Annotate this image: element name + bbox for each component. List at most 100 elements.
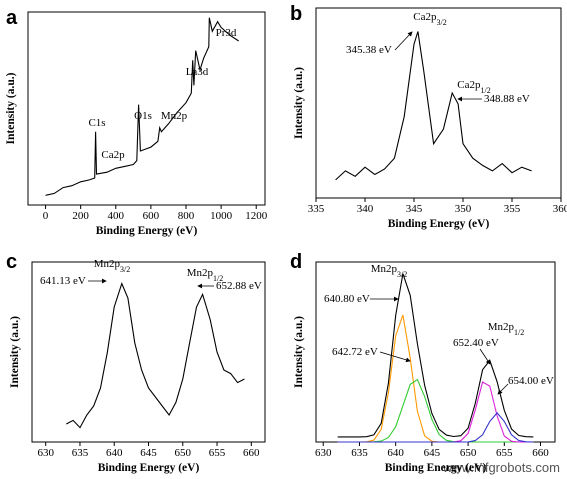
spectrum-line xyxy=(66,282,245,429)
annotation-text: 642.72 eV xyxy=(332,346,378,358)
annotation: Ca2p1/2 xyxy=(457,79,490,95)
x-tick-label: 335 xyxy=(308,203,325,215)
annotation-text: O1s xyxy=(134,110,152,122)
annotation-text: 652.40 eV xyxy=(453,337,499,349)
x-tick-label: 640 xyxy=(387,447,404,459)
y-axis-label: Intensity (a.u.) xyxy=(293,67,305,139)
annotation-subscript: 1/2 xyxy=(481,86,491,95)
annotation-text: Mn2p xyxy=(161,110,188,122)
arrow xyxy=(379,351,411,363)
annotation: Ca2p3/2 xyxy=(413,11,446,27)
plot-frame xyxy=(27,11,266,206)
y-axis-label: Intensity (a.u.) xyxy=(5,72,17,144)
annotation: Pr3d xyxy=(216,27,237,39)
x-tick-label: 600 xyxy=(143,210,160,222)
annotation: 654.00 eV xyxy=(508,375,554,387)
annotation: Mn2p xyxy=(161,110,188,122)
spectrum-line xyxy=(337,273,534,438)
spectrum-line xyxy=(337,314,534,443)
panel-label: c xyxy=(6,251,17,273)
x-tick-label: 630 xyxy=(315,447,332,459)
annotation-text: Mn2p xyxy=(187,267,214,279)
y-axis-label: Intensity (a.u.) xyxy=(9,316,21,388)
annotation-text: Ca2p xyxy=(413,11,437,23)
annotation-subscript: 1/2 xyxy=(213,274,223,283)
annotation: 652.40 eV xyxy=(453,337,499,349)
arrow xyxy=(479,348,491,365)
annotation: 640.80 eV xyxy=(324,293,370,305)
annotation: 641.13 eV xyxy=(40,275,86,287)
plot-frame xyxy=(315,7,562,199)
annotation: Mn2p3/2 xyxy=(371,263,408,279)
annotation-text: Mn2p xyxy=(488,321,515,333)
annotation-text: 641.13 eV xyxy=(40,275,86,287)
annotation-text: 652.88 eV xyxy=(216,280,262,292)
annotation-text: Mn2p xyxy=(94,258,121,270)
annotation: 348.88 eV xyxy=(484,93,530,105)
panel-label: a xyxy=(6,7,18,29)
annotation: La3d xyxy=(186,66,209,78)
x-tick-label: 655 xyxy=(209,447,226,459)
annotation-text: C1s xyxy=(88,117,105,129)
x-tick-label: 650 xyxy=(460,447,477,459)
x-tick-label: 350 xyxy=(455,203,472,215)
x-tick-label: 1000 xyxy=(210,210,233,222)
annotation: 652.88 eV xyxy=(216,280,262,292)
annotation: 345.38 eV xyxy=(346,44,392,56)
annotation-text: Mn2p xyxy=(371,263,398,275)
spectrum-line xyxy=(45,17,240,196)
x-axis-label: Binding Energy (eV) xyxy=(388,218,490,230)
x-tick-label: 345 xyxy=(406,203,423,215)
x-tick-label: 660 xyxy=(243,447,260,459)
annotation-text: 348.88 eV xyxy=(484,93,530,105)
annotation: 642.72 eV xyxy=(332,346,378,358)
panel-label: b xyxy=(290,3,302,25)
x-tick-label: 640 xyxy=(106,447,123,459)
x-axis-label: Binding Energy (eV) xyxy=(385,462,487,474)
x-tick-label: 645 xyxy=(424,447,441,459)
annotation-text: Ca2p xyxy=(101,149,125,161)
x-tick-label: 660 xyxy=(532,447,549,459)
x-tick-label: 1200 xyxy=(245,210,268,222)
arrow xyxy=(497,383,509,395)
x-tick-label: 200 xyxy=(72,210,89,222)
annotation-text: 654.00 eV xyxy=(508,375,554,387)
annotation: Mn2p3/2 xyxy=(94,258,131,274)
x-tick-label: 630 xyxy=(37,447,54,459)
annotation-text: 345.38 eV xyxy=(346,44,392,56)
annotation: C1s xyxy=(88,117,105,129)
annotation: Ca2p xyxy=(101,149,125,161)
annotation-subscript: 3/2 xyxy=(437,18,447,27)
x-tick-label: 655 xyxy=(496,447,513,459)
annotation-subscript: 1/2 xyxy=(514,328,524,337)
spectrum-line xyxy=(337,412,534,443)
annotation-subscript: 3/2 xyxy=(397,270,407,279)
annotation: Mn2p1/2 xyxy=(488,321,525,337)
spectrum-line xyxy=(337,381,534,443)
y-axis-label: Intensity (a.u.) xyxy=(293,316,305,388)
arrow xyxy=(394,31,413,51)
annotation-text: Pr3d xyxy=(216,27,237,39)
x-tick-label: 650 xyxy=(175,447,192,459)
x-axis-label: Binding Energy (eV) xyxy=(98,462,200,474)
x-tick-label: 360 xyxy=(553,203,567,215)
annotation-text: Ca2p xyxy=(457,79,481,91)
annotation: O1s xyxy=(134,110,152,122)
x-tick-label: 635 xyxy=(72,447,89,459)
x-tick-label: 340 xyxy=(357,203,374,215)
panel-label: d xyxy=(290,251,302,273)
annotation-text: 640.80 eV xyxy=(324,293,370,305)
x-tick-label: 800 xyxy=(178,210,195,222)
x-tick-label: 635 xyxy=(351,447,368,459)
x-tick-label: 400 xyxy=(108,210,125,222)
x-tick-label: 0 xyxy=(43,210,49,222)
x-tick-label: 355 xyxy=(504,203,521,215)
annotation-subscript: 3/2 xyxy=(120,265,130,274)
annotation: Mn2p1/2 xyxy=(187,267,224,283)
x-axis-label: Binding Energy (eV) xyxy=(96,225,198,237)
x-tick-label: 645 xyxy=(140,447,157,459)
spectrum-line xyxy=(335,31,532,181)
watermark: www.mfgrobots.com xyxy=(442,460,560,475)
annotation-text: La3d xyxy=(186,66,209,78)
